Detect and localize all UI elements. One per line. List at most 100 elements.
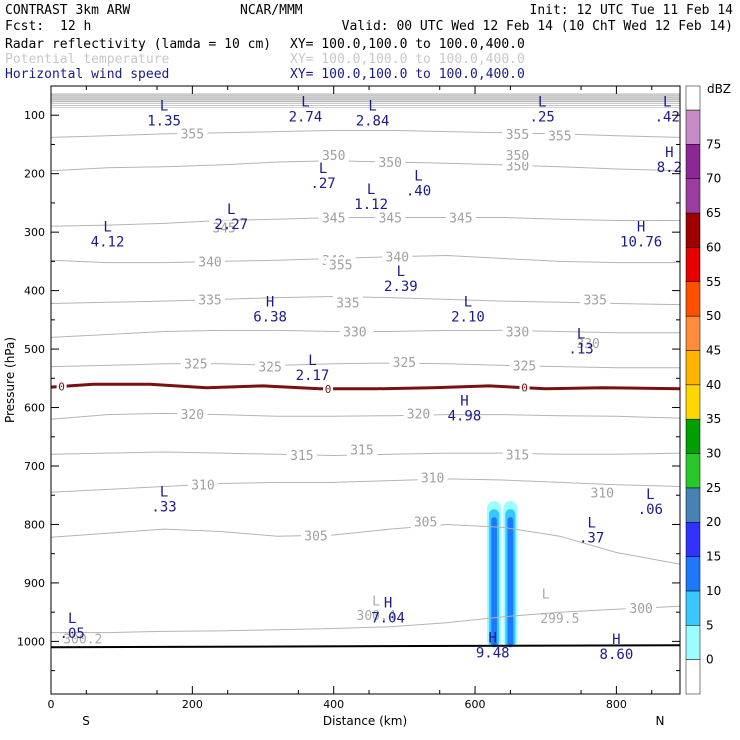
wind-extremum-H: H10.76: [620, 219, 662, 250]
surface-theta-label: 300.2: [63, 632, 102, 647]
x-axis-title: Distance (km): [323, 714, 407, 728]
theta-label-bg: [346, 442, 377, 457]
wind-extremum-value: 1.35: [147, 113, 181, 129]
wind-extremum-L: L.33: [151, 484, 176, 515]
wind-extremum-L: L.06: [638, 487, 663, 518]
field-name-reflectivity: Radar reflectivity (lamda = 10 cm): [5, 37, 271, 52]
colorbar-swatch: [685, 590, 701, 626]
wind-extremum-L: L2.17: [296, 353, 330, 384]
surface-line: [50, 644, 681, 649]
y-axis-title: Pressure (hPa): [3, 337, 17, 423]
surface-line: [50, 644, 681, 649]
theta-contour-345: [50, 217, 680, 227]
colorbar-tick-label: 10: [706, 584, 721, 598]
field-xy-reflectivity: XY= 100.0,100.0 to 100.0,400.0: [290, 37, 525, 52]
y-tick-label: 500: [24, 343, 45, 356]
x-tick-label: 200: [182, 698, 203, 711]
theta-label-bg: [195, 292, 226, 307]
wind-extremum-L: L.25: [530, 94, 555, 125]
axes: 100 200 300 400 500 600 700 800 900 1000 0 200 400 60…: [17, 86, 680, 711]
theta-label-bg: [509, 358, 540, 373]
wind-extremum-value: .37: [579, 530, 604, 546]
freezing-level-label: 0: [58, 380, 65, 393]
theta-label-bg: [403, 406, 434, 421]
theta-label-bg: [332, 295, 363, 310]
init-time: Init: 12 UTC Tue 11 Feb 14: [530, 3, 734, 18]
colorbar-swatch: [685, 350, 701, 386]
theta-contour-label: 355: [506, 128, 529, 143]
theta-contour-320: [50, 412, 681, 420]
colorbar-tick-label: 50: [706, 309, 721, 323]
theta-label-bg: [209, 220, 240, 235]
theta-contour-label: 315: [506, 448, 529, 463]
freezing-level: 0 0 0: [50, 380, 681, 396]
valid-time: Valid: 00 UTC Wed 12 Feb 14 (10 ChT Wed …: [342, 19, 733, 34]
theta-label-bg: [180, 356, 211, 371]
theta-label-bg: [417, 470, 448, 485]
wind-extremum-type: L: [538, 94, 546, 110]
wind-extremum-value: 7.04: [371, 610, 405, 626]
wind-extremum-L: L.42: [655, 94, 680, 125]
wind-extremum-L: L.37: [579, 515, 604, 546]
theta-contour-355: [50, 129, 681, 138]
wind-extremum-H: H8.60: [600, 632, 634, 663]
wind-extremum-value: 2.27: [214, 217, 248, 233]
wind-extremum-L: L.13: [568, 326, 593, 357]
theta-label-bg: [301, 528, 332, 543]
surface-theta-label: 299.5: [540, 612, 579, 627]
plot-area: 300 305 310 315 320 325 330 335 340 345 350 355 345 3…: [17, 85, 682, 711]
colorbar-tick-label: 45: [706, 343, 721, 357]
colorbar-tick-label: 15: [706, 550, 721, 564]
x-tick-label: 800: [606, 698, 627, 711]
colorbar-swatch: [685, 418, 701, 454]
theta-contour-label: 305: [304, 529, 327, 544]
theta-label-bg: [195, 254, 226, 269]
freezing-label-bg: [519, 381, 530, 394]
wind-extremum-value: 9.48: [476, 645, 510, 661]
theta-contour-label: 310: [591, 486, 614, 501]
wind-extremum-value: 2.39: [384, 279, 418, 295]
freezing-label-bg: [56, 380, 67, 393]
wind-extremum-L: L2.39: [384, 264, 418, 295]
wind-extremum-type: L: [103, 219, 111, 235]
wind-extremum-L: L.05: [60, 611, 85, 642]
theta-contour-label: 325: [258, 361, 281, 376]
colorbar-tick-label: 65: [706, 206, 721, 220]
colorbar-swatch: [685, 212, 701, 248]
theta-label-bg: [375, 155, 406, 169]
wind-extremum-L: L2.27: [214, 202, 248, 233]
colorbar-title: dBZ: [707, 82, 731, 96]
theta-contour-label: 320: [181, 408, 204, 423]
theta-label-bg: [255, 359, 286, 374]
wind-extremum-type: L: [227, 202, 235, 218]
colorbar-swatch: [685, 453, 701, 489]
y-tick-label: 100: [24, 109, 45, 122]
theta-contour-label: 350: [322, 149, 345, 164]
y-tick-label: 600: [24, 402, 45, 415]
wind-extremum-type: H: [665, 145, 673, 161]
theta-contour-label: 315: [290, 449, 313, 464]
y-tick-label: 1000: [17, 635, 45, 648]
wind-extremum-H: H7.04: [371, 595, 405, 626]
wind-extremum-L: L.40: [406, 169, 431, 200]
wind-extremum-value: .06: [638, 502, 663, 518]
theta-contour-label: 345: [322, 212, 345, 227]
wind-extremum-type: L: [301, 94, 309, 110]
theta-label-bg: [502, 324, 533, 339]
theta-label-bg: [573, 336, 604, 351]
reflectivity-top-band: [51, 93, 680, 103]
theta-label-bg: [177, 406, 208, 421]
colorbar-swatch: [685, 556, 701, 592]
freezing-label-bg: [323, 382, 334, 395]
wind-extremum-H: H6.38: [253, 294, 287, 325]
colorbar-swatch: [685, 144, 701, 179]
theta-label-bg: [375, 210, 406, 225]
theta-label-bg: [502, 447, 533, 462]
wind-extremum-H: H4.98: [448, 394, 482, 425]
wind-extremum-type: H: [384, 595, 392, 611]
theta-contour-label: 350: [506, 159, 529, 174]
theta-contour-label: 355: [329, 258, 352, 273]
wind-extremum-type: L: [368, 98, 376, 114]
colorbar: dBZ 0 5 10 15 20 25 30 35 40 45 50 55 60 65 70 75: [685, 82, 731, 695]
colorbar-tick-label: 60: [706, 240, 721, 254]
